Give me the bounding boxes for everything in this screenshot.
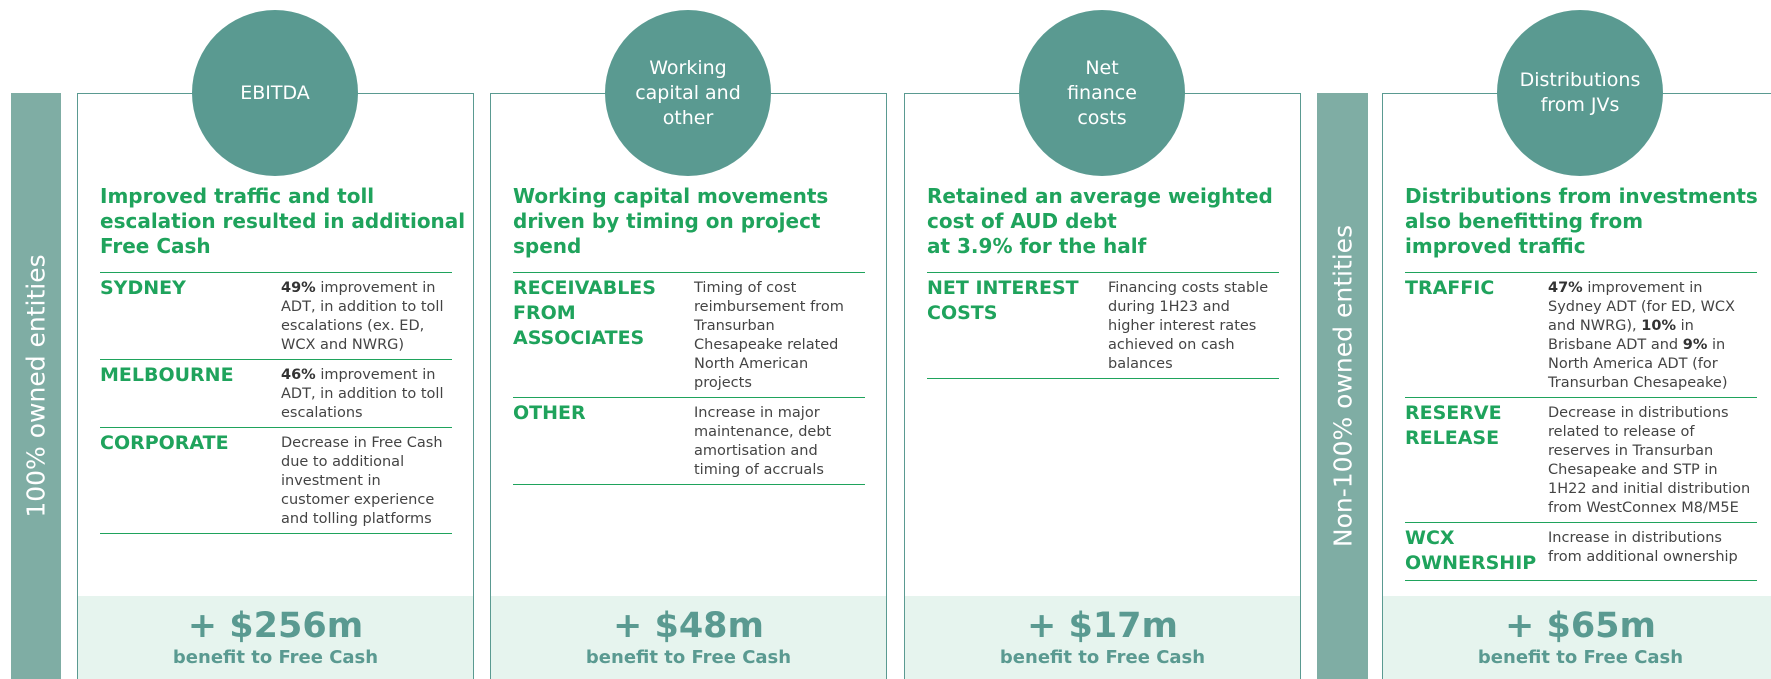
heading: Distributions from investments also benef… [1405, 184, 1758, 259]
benefit: + $48m benefit to Free Cash [491, 596, 886, 679]
heading-line: Improved traffic and toll [100, 184, 375, 208]
circle-label: Working [649, 56, 727, 79]
text: Timing of cost reimbursement from Transu… [694, 280, 844, 391]
panel: Distributions from investments also benef… [1382, 93, 1771, 679]
row-label: MELBOURNE [100, 364, 234, 386]
text: Decrease in distributions related to rel… [1548, 405, 1751, 516]
benefit: + $256m benefit to Free Cash [78, 596, 473, 679]
highlight: 9% [1682, 337, 1708, 353]
row: OTHER Increase in major maintenance, debt… [513, 398, 865, 485]
row-description: Decrease in distributions related to rel… [1548, 401, 1757, 518]
circle-label: capital and [635, 81, 741, 104]
circle-label: finance [1067, 81, 1137, 104]
row-label: WCX OWNERSHIP [1405, 527, 1537, 574]
row-description: 47% improvement in Sydney ADT (for ED, W… [1548, 276, 1757, 393]
highlight: 46% [281, 367, 316, 383]
row-description: Timing of cost reimbursement from Transu… [694, 276, 865, 393]
amount-note: benefit to Free Cash [172, 647, 379, 668]
heading-line: cost of AUD debt [927, 209, 1117, 233]
row: RESERVE RELEASE Decrease in distributions… [1405, 398, 1757, 523]
row-description: 49% improvement in ADT, in addition to t… [281, 276, 452, 355]
heading-line: Distributions from investments [1405, 184, 1758, 208]
circle: Distributions from JVs [1497, 10, 1663, 176]
amount: + $17m [1026, 606, 1179, 646]
side-bar: 100% owned entities [11, 93, 61, 679]
text: Increase in major maintenance, debt amor… [694, 405, 832, 478]
text: Decrease in Free Cash due to additional … [281, 435, 443, 527]
amount: + $48m [612, 606, 765, 646]
amount-note: benefit to Free Cash [585, 647, 792, 668]
text: improvement in ADT, in addition to toll … [281, 367, 444, 421]
circle-label: Net [1085, 56, 1119, 79]
circle-label: costs [1077, 106, 1127, 129]
amount-note: benefit to Free Cash [1477, 647, 1684, 668]
heading-line: also benefitting from [1405, 209, 1644, 233]
text: improvement in Sydney ADT (for ED, WCX a… [1548, 280, 1735, 334]
row-description: Increase in distributions from additiona… [1548, 526, 1757, 576]
heading: Retained an average weighted cost of AUD … [927, 184, 1273, 259]
highlight: 49% [281, 280, 316, 296]
row-description: Increase in major maintenance, debt amor… [694, 401, 865, 480]
benefit: + $65m benefit to Free Cash [1383, 596, 1771, 679]
heading-line: Working capital movements [513, 184, 829, 208]
row-label: TRAFFIC [1405, 277, 1495, 299]
panel: Retained an average weighted cost of AUD … [904, 93, 1301, 679]
text: in North America ADT (for Transurban Che… [1548, 337, 1728, 391]
heading-line: driven by timing on project spend [513, 209, 821, 258]
side-label: 100% owned entities [21, 254, 51, 518]
circle: Working capital and other [605, 10, 771, 176]
text: improvement in ADT, in addition to toll … [281, 280, 444, 353]
heading-line: escalation resulted in additional [100, 209, 466, 233]
highlight: 10% [1641, 318, 1676, 334]
row: CORPORATE Decrease in Free Cash due to ad… [100, 428, 452, 534]
circle: EBITDA [192, 10, 358, 176]
heading: Improved traffic and toll escalation resu… [100, 184, 465, 259]
row-label: SYDNEY [100, 277, 186, 299]
benefit: + $17m benefit to Free Cash [905, 596, 1300, 679]
rows: SYDNEY 49% improvement in ADT, in additio… [100, 272, 452, 534]
row-label: CORPORATE [100, 432, 229, 454]
row: SYDNEY 49% improvement in ADT, in additio… [100, 273, 452, 360]
row: NET INTEREST COSTS Financing costs stable… [927, 273, 1279, 379]
text: Increase in distributions from additiona… [1548, 530, 1738, 565]
circle-label: other [662, 106, 714, 129]
panel: Improved traffic and toll escalation resu… [77, 93, 474, 679]
heading-line: at 3.9% for the half [927, 234, 1147, 258]
row-label: RECEIVABLES FROM ASSOCIATES [513, 277, 656, 349]
highlight: 47% [1548, 280, 1583, 296]
panel: Working capital movements driven by timin… [490, 93, 887, 679]
circle: Net finance costs [1019, 10, 1185, 176]
heading-line: improved traffic [1405, 234, 1586, 258]
row-description: 46% improvement in ADT, in addition to t… [281, 363, 452, 423]
amount: + $65m [1504, 606, 1657, 646]
row-label: NET INTEREST COSTS [927, 277, 1079, 324]
heading-line: Retained an average weighted [927, 184, 1273, 208]
amount: + $256m [187, 606, 364, 646]
heading: Working capital movements driven by timin… [513, 184, 886, 259]
side-label: Non-100% owned entities [1328, 224, 1357, 548]
rows: TRAFFIC 47% improvement in Sydney ADT (fo… [1405, 272, 1757, 581]
side-bar: Non-100% owned entities [1317, 93, 1368, 679]
rows: NET INTEREST COSTS Financing costs stable… [927, 272, 1279, 379]
text: Financing costs stable during 1H23 and h… [1108, 280, 1269, 372]
circle-label: Distributions [1519, 69, 1641, 91]
row: RECEIVABLES FROM ASSOCIATES Timing of cos… [513, 273, 865, 398]
row-description: Decrease in Free Cash due to additional … [281, 431, 452, 529]
row-label: RESERVE RELEASE [1405, 402, 1502, 449]
rows: RECEIVABLES FROM ASSOCIATES Timing of cos… [513, 272, 865, 485]
row-description: Financing costs stable during 1H23 and h… [1108, 276, 1279, 374]
circle-label: EBITDA [240, 81, 310, 104]
heading-line: Free Cash [100, 234, 211, 258]
row-label: OTHER [513, 402, 586, 424]
row: TRAFFIC 47% improvement in Sydney ADT (fo… [1405, 273, 1757, 398]
text: in Brisbane ADT and [1548, 318, 1694, 353]
row: WCX OWNERSHIP Increase in distributions f… [1405, 523, 1757, 581]
row: MELBOURNE 46% improvement in ADT, in addi… [100, 360, 452, 428]
circle-label: from JVs [1540, 94, 1620, 116]
amount-note: benefit to Free Cash [999, 647, 1206, 668]
